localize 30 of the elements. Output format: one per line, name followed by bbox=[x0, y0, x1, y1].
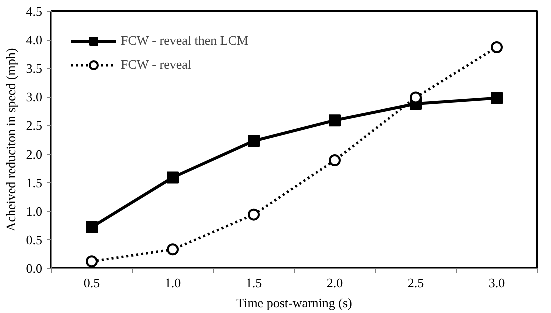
point bbox=[491, 92, 503, 104]
point bbox=[248, 208, 260, 221]
point bbox=[167, 244, 179, 256]
point bbox=[167, 172, 179, 184]
y-tick-label: 2.5 bbox=[26, 118, 42, 134]
x-tick-label: 1.5 bbox=[246, 276, 262, 290]
y-tick-label: 0.5 bbox=[26, 232, 42, 248]
point bbox=[329, 154, 341, 167]
y-tick-label: 3.0 bbox=[26, 90, 42, 105]
y-axis-title: Acheived reduciton in speed (mph) bbox=[3, 48, 18, 232]
point bbox=[86, 221, 98, 234]
y-tick-label: 3.5 bbox=[26, 61, 42, 76]
y-tick-label: 4.5 bbox=[26, 4, 42, 19]
x-tick-label: 0.5 bbox=[84, 276, 100, 290]
legend-label: FCW - reveal bbox=[121, 57, 192, 73]
x-tick-label: 3.0 bbox=[488, 276, 506, 290]
point bbox=[248, 135, 260, 148]
x-tick-label: 2.0 bbox=[326, 276, 344, 290]
y-tick-label: 0.0 bbox=[26, 261, 42, 276]
y-tick-label: 1.5 bbox=[26, 175, 42, 190]
point bbox=[491, 41, 503, 54]
y-tick-label: 2.0 bbox=[26, 146, 42, 162]
x-axis-title: Time post-warning (s) bbox=[236, 296, 352, 310]
x-tick-label: 2.5 bbox=[408, 276, 424, 290]
point bbox=[86, 256, 98, 268]
y-tick-label: 1.0 bbox=[26, 204, 42, 219]
legend-label: FCW - reveal then LCM bbox=[121, 33, 249, 49]
x-tick-label: 1.0 bbox=[164, 276, 182, 290]
y-tick-label: 4.0 bbox=[26, 32, 42, 48]
point bbox=[329, 114, 341, 127]
